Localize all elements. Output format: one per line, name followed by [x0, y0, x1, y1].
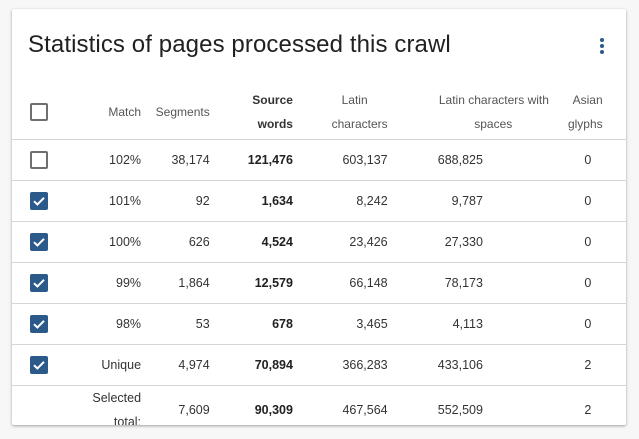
row-checkbox-cell: [12, 262, 89, 304]
cell-latin-spaces: 4,113: [387, 303, 549, 345]
row-checkbox[interactable]: [29, 192, 48, 210]
cell-latin: 366,283: [292, 344, 388, 386]
cell-asian: 0: [548, 221, 626, 263]
cell-latin: 603,137: [292, 139, 388, 181]
cell-segments: 38,174: [141, 139, 210, 181]
cell-match: 101%: [89, 180, 142, 222]
cell-segments: 53: [141, 303, 210, 345]
cell-asian: 0: [548, 139, 626, 181]
cell-latin-spaces: 688,825: [387, 139, 549, 181]
cell-match: 102%: [89, 139, 142, 181]
total-latin: 467,564: [342, 403, 388, 417]
table-header-row: Match Segments Source words Latin charact…: [12, 84, 626, 140]
select-all-cell: [12, 84, 89, 140]
total-segments: 7,609: [178, 403, 210, 417]
row-checkbox-cell: [12, 221, 89, 263]
row-checkbox-cell: [12, 303, 89, 345]
cell-latin: 23,426: [292, 221, 388, 263]
table-row: Unique 4,974 70,894 366,283 433,106 2: [12, 344, 626, 386]
card-title: Statistics of pages processed this crawl: [28, 31, 451, 58]
cell-latin-spaces: 27,330: [387, 221, 549, 263]
cell-match: Unique: [89, 344, 142, 386]
row-checkbox[interactable]: [29, 274, 48, 292]
total-source-words: 90,309: [254, 403, 293, 417]
more-vert-icon: [600, 38, 604, 54]
table-row: 102% 38,174 121,476 603,137 688,825 0: [12, 139, 626, 181]
total-label: Selected total:: [92, 391, 142, 425]
cell-latin: 66,148: [292, 262, 388, 304]
total-latin-spaces: 552,509: [437, 403, 483, 417]
total-row: Selected total: 7,609 90,309 467,564 552,…: [12, 386, 626, 425]
row-checkbox[interactable]: [29, 233, 48, 251]
cell-latin: 8,242: [292, 180, 388, 222]
stats-table: Match Segments Source words Latin charact…: [12, 84, 626, 425]
table-row: 101% 92 1,634 8,242 9,787 0: [12, 180, 626, 222]
cell-source-words: 121,476: [209, 139, 293, 181]
checkmark-icon: [32, 238, 45, 247]
row-checkbox[interactable]: [29, 151, 48, 169]
cell-asian: 0: [548, 262, 626, 304]
cell-latin: 3,465: [292, 303, 388, 345]
cell-source-words: 1,634: [209, 180, 293, 222]
total-asian: 2: [584, 403, 592, 417]
cell-source-words: 12,579: [209, 262, 293, 304]
cell-match: 100%: [89, 221, 142, 263]
cell-latin-spaces: 78,173: [387, 262, 549, 304]
select-all-checkbox[interactable]: [29, 102, 48, 121]
cell-segments: 92: [141, 180, 210, 222]
cell-source-words: 678: [209, 303, 293, 345]
checkmark-icon: [32, 320, 45, 329]
col-header-latin: Latin characters: [292, 84, 388, 140]
row-checkbox-cell: [12, 180, 89, 222]
table-row: 99% 1,864 12,579 66,148 78,173 0: [12, 262, 626, 304]
checkmark-icon: [32, 197, 45, 206]
cell-asian: 0: [548, 180, 626, 222]
more-menu-button[interactable]: [592, 35, 612, 57]
row-checkbox[interactable]: [29, 356, 48, 374]
cell-latin-spaces: 433,106: [387, 344, 549, 386]
row-checkbox-cell: [12, 139, 89, 181]
checkmark-icon: [32, 361, 45, 370]
table-row: 98% 53 678 3,465 4,113 0: [12, 303, 626, 345]
cell-source-words: 4,524: [209, 221, 293, 263]
cell-match: 99%: [89, 262, 142, 304]
cell-match: 98%: [89, 303, 142, 345]
col-header-match: Match: [89, 84, 142, 140]
cell-source-words: 70,894: [209, 344, 293, 386]
table-row: 100% 626 4,524 23,426 27,330 0: [12, 221, 626, 263]
cell-segments: 4,974: [141, 344, 210, 386]
checkmark-icon: [32, 279, 45, 288]
col-header-asian: Asian glyphs: [548, 84, 626, 140]
row-checkbox[interactable]: [29, 315, 48, 333]
col-header-source-words: Source words: [209, 84, 293, 140]
stats-card: Statistics of pages processed this crawl…: [12, 9, 626, 425]
cell-segments: 1,864: [141, 262, 210, 304]
col-header-latin-spaces: Latin characters with spaces: [387, 84, 549, 140]
row-checkbox-cell: [12, 344, 89, 386]
col-header-segments: Segments: [141, 84, 210, 140]
cell-latin-spaces: 9,787: [387, 180, 549, 222]
cell-asian: 2: [548, 344, 626, 386]
cell-asian: 0: [548, 303, 626, 345]
cell-segments: 626: [141, 221, 210, 263]
